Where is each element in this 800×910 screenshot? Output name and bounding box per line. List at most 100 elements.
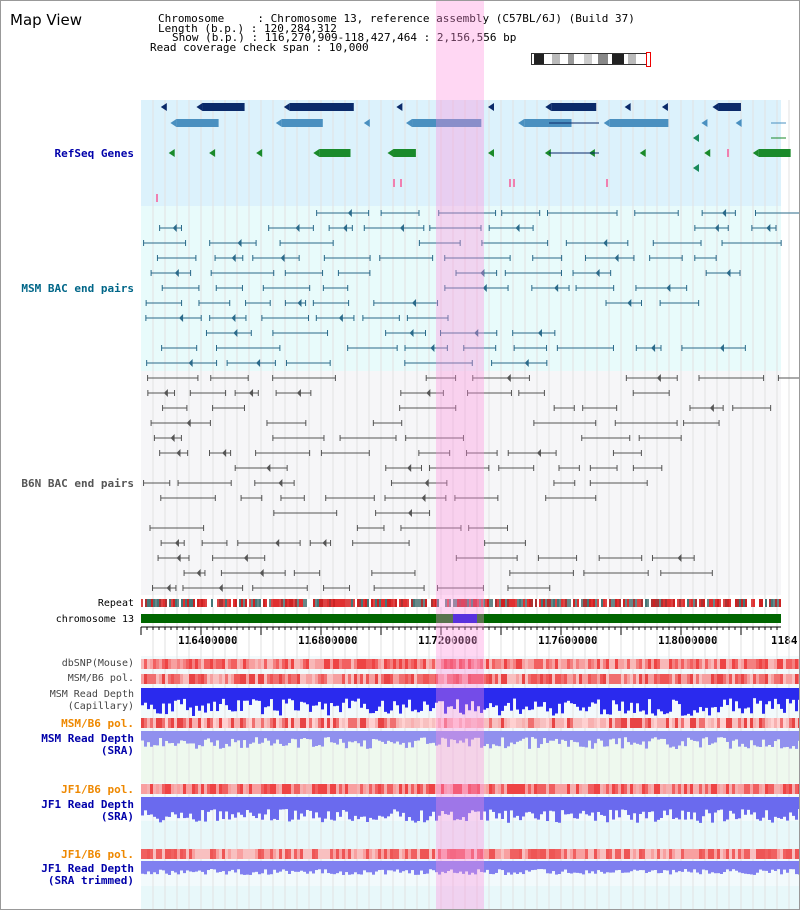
heat-jf1-b6-pol-2 [327,849,330,859]
repeat-mark [489,599,491,607]
gene-exon [718,103,741,111]
depth-msm-capillary [705,688,708,708]
heat-jf1-b6-pol-2 [516,849,519,859]
depth-jf1-trimmed [258,861,261,875]
depth-msm-sra [516,731,519,742]
heat-jf1-b6-pol-2 [684,849,687,859]
depth-msm-capillary [450,688,453,707]
heat-msm-b6-pol [795,674,798,684]
depth-jf1-sra [507,797,510,823]
depth-jf1-sra [465,797,468,821]
heat-dbsnp [276,659,279,669]
b6n-bac-pair [174,539,179,547]
repeat-mark [337,599,339,607]
depth-jf1-trimmed [177,861,180,875]
heat-jf1-b6-pol-2 [546,849,549,859]
depth-jf1-trimmed [375,861,378,872]
heat-dbsnp [444,659,447,669]
heat-jf1-b6-pol-2 [141,849,144,859]
heat-msm-b6-pol [189,674,192,684]
heat-dbsnp [390,659,393,669]
heat-msm-b6-pol [558,674,561,684]
depth-jf1-trimmed [672,861,675,870]
depth-msm-sra [459,731,462,741]
heat-jf1-b6-pol-2 [426,849,429,859]
depth-jf1-sra [522,797,525,817]
heat-jf1-b6-pol-2 [723,849,726,859]
heat-msm-b6-pol-2 [774,718,777,728]
depth-msm-sra [648,731,651,742]
heat-dbsnp [462,659,465,669]
heat-msm-b6-pol [228,674,231,684]
depth-msm-sra [447,731,450,747]
depth-msm-sra [552,731,555,741]
depth-jf1-trimmed [549,861,552,874]
heat-msm-b6-pol-2 [411,718,414,728]
heat-dbsnp [219,659,222,669]
heat-dbsnp [213,659,216,669]
ideogram-band [534,54,544,64]
depth-jf1-trimmed [456,861,459,874]
depth-msm-capillary [588,688,591,707]
depth-msm-sra [723,731,726,738]
depth-jf1-trimmed [426,861,429,874]
depth-jf1-sra [222,797,225,820]
heat-msm-b6-pol-2 [798,718,799,728]
heat-msm-b6-pol [321,674,324,684]
b6n-bac-pair [166,584,171,592]
msm-bac-pair [343,224,348,232]
heat-jf1-b6-pol [777,784,780,794]
depth-msm-sra [597,731,600,739]
depth-jf1-sra [366,797,369,822]
repeat-mark [459,599,461,607]
heat-dbsnp [405,659,408,669]
depth-msm-capillary [636,688,639,704]
repeat-mark [775,599,777,607]
heat-dbsnp [459,659,462,669]
repeat-mark [349,599,351,607]
heat-dbsnp [468,659,471,669]
heat-jf1-b6-pol-2 [414,849,417,859]
depth-msm-capillary [279,688,282,716]
depth-jf1-trimmed [162,861,165,871]
depth-jf1-sra [654,797,657,822]
heat-jf1-b6-pol [561,784,564,794]
heat-msm-b6-pol-2 [339,718,342,728]
heat-jf1-b6-pol-2 [759,849,762,859]
heat-dbsnp [168,659,171,669]
heat-jf1-b6-pol-2 [180,849,183,859]
heat-jf1-b6-pol [447,784,450,794]
heat-msm-b6-pol [192,674,195,684]
heat-msm-b6-pol-2 [336,718,339,728]
repeat-mark [479,599,481,607]
b6n-bac-pair [249,389,254,397]
depth-jf1-trimmed [210,861,213,870]
repeat-mark [639,599,641,607]
depth-msm-capillary [684,688,687,716]
repeat-mark [325,599,327,607]
chromosome-ideogram[interactable] [531,52,651,67]
heat-jf1-b6-pol-2 [624,849,627,859]
depth-jf1-sra [705,797,708,810]
heat-jf1-b6-pol-2 [615,849,618,859]
heat-dbsnp [414,659,417,669]
depth-jf1-trimmed [372,861,375,875]
heat-msm-b6-pol [153,674,156,684]
depth-msm-sra [255,731,258,738]
depth-msm-capillary [597,688,600,700]
heat-msm-b6-pol-2 [513,718,516,728]
heat-msm-b6-pol-2 [753,718,756,728]
heat-msm-b6-pol-2 [498,718,501,728]
depth-msm-capillary [372,688,375,714]
depth-msm-capillary [792,688,795,700]
heat-dbsnp [525,659,528,669]
heat-dbsnp [195,659,198,669]
depth-jf1-trimmed [366,861,369,873]
heat-msm-b6-pol-2 [357,718,360,728]
repeat-mark [543,599,545,607]
depth-msm-capillary [498,688,501,716]
heat-msm-b6-pol [759,674,762,684]
depth-jf1-sra [231,797,234,815]
depth-jf1-trimmed [552,861,555,872]
